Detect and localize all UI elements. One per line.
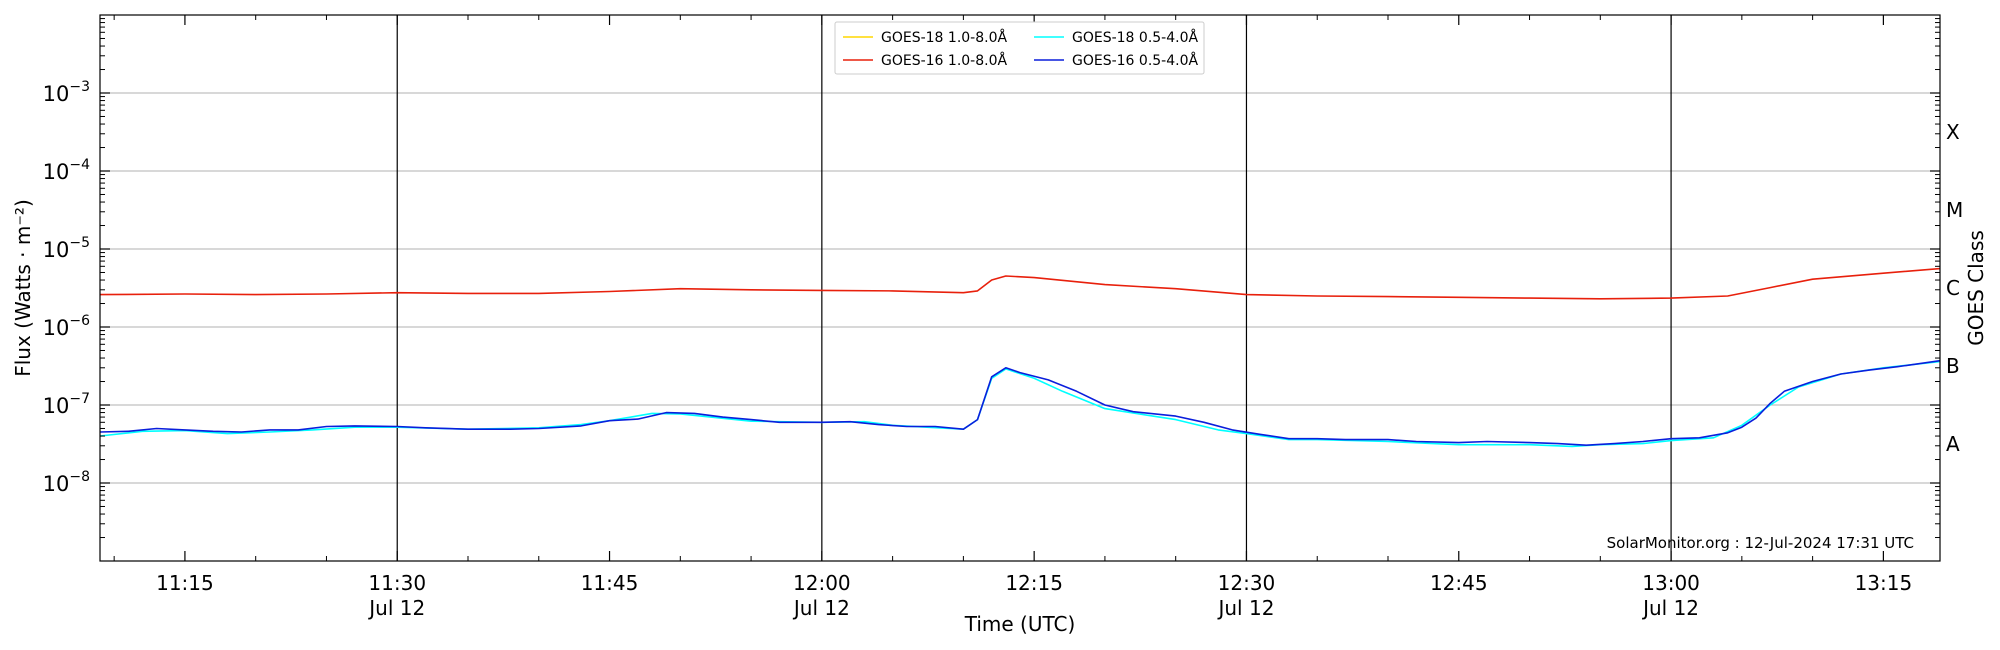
horizontal-gridlines bbox=[100, 92, 1940, 484]
series-layer bbox=[99, 267, 1941, 448]
y-tick-label: 10−3 bbox=[43, 79, 90, 106]
goes-class-label: A bbox=[1946, 432, 1960, 456]
x-tick-label: 12:15 bbox=[1005, 571, 1063, 595]
source-annotation: SolarMonitor.org : 12-Jul-2024 17:31 UTC bbox=[1607, 534, 1914, 552]
x-tick-label: 11:45 bbox=[581, 571, 639, 595]
y-tick-label: 10−8 bbox=[43, 469, 90, 496]
x-tick-label: 12:30 bbox=[1218, 571, 1276, 595]
legend: GOES-18 1.0-8.0Å GOES-16 1.0-8.0Å GOES-18 … bbox=[834, 21, 1205, 75]
x-tick-label: 11:15 bbox=[156, 571, 214, 595]
day-marker-lines bbox=[396, 15, 1672, 561]
y-axis-label: Flux (Watts · m⁻²) bbox=[11, 199, 35, 377]
legend-label: GOES-16 1.0-8.0Å bbox=[881, 52, 1007, 69]
x-tick-label: 13:15 bbox=[1855, 571, 1913, 595]
x-axis-label: Time (UTC) bbox=[964, 612, 1076, 636]
series-line bbox=[99, 359, 1941, 446]
legend-label: GOES-18 1.0-8.0Å bbox=[881, 29, 1007, 46]
x-tick-sublabel: Jul 12 bbox=[367, 596, 425, 620]
goes-class-label: M bbox=[1946, 198, 1963, 222]
x-tick-sublabel: Jul 12 bbox=[1641, 596, 1699, 620]
y-tick-label: 10−7 bbox=[43, 391, 90, 418]
goes-class-axis-label: GOES Class bbox=[1964, 230, 1988, 346]
legend-box bbox=[834, 21, 1205, 75]
goes-class-axis: X M C B A bbox=[1946, 120, 1963, 456]
goes-class-label: X bbox=[1946, 120, 1960, 144]
goes-class-label: B bbox=[1946, 354, 1960, 378]
y-tick-label: 10−5 bbox=[43, 235, 90, 262]
x-tick-sublabel: Jul 12 bbox=[792, 596, 850, 620]
plot-frame bbox=[99, 14, 1941, 562]
x-tick-label: 13:00 bbox=[1642, 571, 1700, 595]
legend-label: GOES-16 0.5-4.0Å bbox=[1072, 52, 1198, 69]
x-tick-sublabel: Jul 12 bbox=[1216, 596, 1274, 620]
x-tick-label: 12:45 bbox=[1430, 571, 1488, 595]
series-line bbox=[99, 360, 1941, 448]
goes-class-label: C bbox=[1946, 276, 1960, 300]
series-line bbox=[99, 267, 1941, 300]
x-tick-label: 11:30 bbox=[368, 571, 426, 595]
y-tick-label: 10−6 bbox=[43, 313, 90, 340]
x-tick-label: 12:00 bbox=[793, 571, 851, 595]
y-tick-label: 10−4 bbox=[43, 157, 90, 184]
y-axis: 10−3 10−4 10−5 10−6 10−7 10−8 bbox=[43, 18, 1940, 539]
legend-label: GOES-18 0.5-4.0Å bbox=[1072, 29, 1198, 46]
